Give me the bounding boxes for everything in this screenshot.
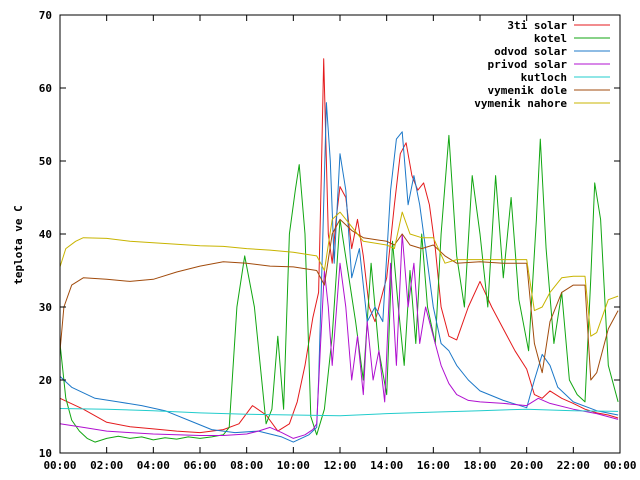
legend-label: vymenik nahore (474, 97, 567, 110)
series-line-2 (59, 102, 619, 443)
x-tick-label: 16:00 (417, 459, 450, 472)
x-tick-label: 06:00 (183, 459, 216, 472)
x-tick-label: 10:00 (277, 459, 310, 472)
y-tick-label: 40 (39, 228, 52, 241)
x-tick-label: 20:00 (510, 459, 543, 472)
series-line-0 (59, 58, 619, 434)
series-layer (59, 58, 619, 443)
legend-label: odvod solar (494, 45, 567, 58)
legend-label: vymenik dole (488, 84, 568, 97)
x-tick-label: 00:00 (603, 459, 636, 472)
y-tick-label: 10 (39, 447, 52, 460)
y-tick-label: 70 (39, 9, 52, 22)
legend-label: privod solar (488, 58, 568, 71)
y-tick-label: 30 (39, 301, 52, 314)
y-tick-label: 60 (39, 82, 52, 95)
series-line-4 (59, 408, 619, 417)
legend-label: kotel (534, 32, 567, 45)
y-tick-label: 20 (39, 374, 52, 387)
x-tick-label: 04:00 (137, 459, 170, 472)
ticks-layer: 10 20 30 40 50 60 70 00:00 02:00 04:00 06:00 08:00 1… (39, 9, 637, 472)
y-axis-label: teplota ve C (12, 205, 25, 284)
x-tick-label: 02:00 (90, 459, 123, 472)
x-tick-label: 14:00 (370, 459, 403, 472)
series-line-3 (59, 233, 619, 439)
series-line-5 (59, 218, 619, 381)
x-tick-label: 22:00 (557, 459, 590, 472)
x-tick-label: 12:00 (323, 459, 356, 472)
x-tick-label: 00:00 (43, 459, 76, 472)
x-tick-label: 18:00 (463, 459, 496, 472)
x-tick-label: 08:00 (230, 459, 263, 472)
series-line-6 (59, 211, 619, 337)
legend-label: 3ti solar (507, 19, 567, 32)
series-line-1 (59, 134, 619, 443)
y-tick-label: 50 (39, 155, 52, 168)
legend-label: kutloch (521, 71, 567, 84)
